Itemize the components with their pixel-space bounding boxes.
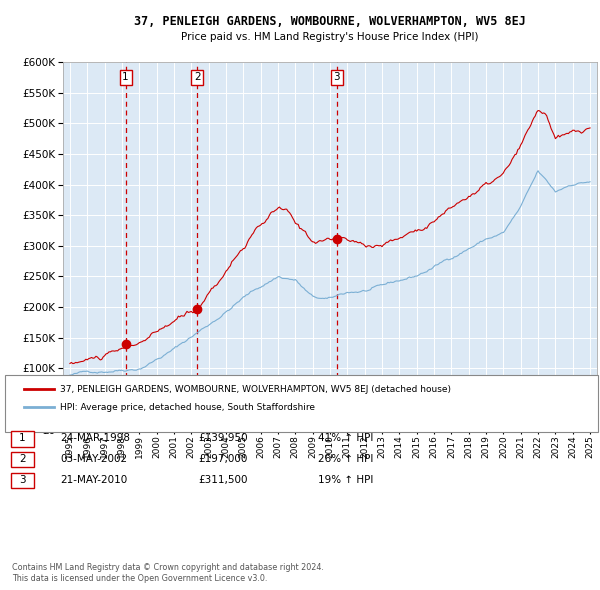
Text: 3: 3 [333,72,340,82]
Text: 19% ↑ HPI: 19% ↑ HPI [318,475,373,484]
Text: 03-MAY-2002: 03-MAY-2002 [60,454,127,464]
Text: This data is licensed under the Open Government Licence v3.0.: This data is licensed under the Open Gov… [12,573,268,583]
Text: 21-MAY-2010: 21-MAY-2010 [60,475,127,484]
Text: Contains HM Land Registry data © Crown copyright and database right 2024.: Contains HM Land Registry data © Crown c… [12,563,324,572]
Text: 2: 2 [19,454,26,464]
Text: Price paid vs. HM Land Registry's House Price Index (HPI): Price paid vs. HM Land Registry's House … [181,32,479,42]
Text: £197,000: £197,000 [198,454,247,464]
Text: £311,500: £311,500 [198,475,248,484]
Text: 41% ↑ HPI: 41% ↑ HPI [318,434,373,443]
Text: 1: 1 [19,434,26,443]
Text: £139,950: £139,950 [198,434,248,443]
Text: 37, PENLEIGH GARDENS, WOMBOURNE, WOLVERHAMPTON, WV5 8EJ: 37, PENLEIGH GARDENS, WOMBOURNE, WOLVERH… [134,15,526,28]
Text: 37, PENLEIGH GARDENS, WOMBOURNE, WOLVERHAMPTON, WV5 8EJ (detached house): 37, PENLEIGH GARDENS, WOMBOURNE, WOLVERH… [60,385,451,394]
Text: 26% ↑ HPI: 26% ↑ HPI [318,454,373,464]
Text: 1: 1 [122,72,129,82]
Text: HPI: Average price, detached house, South Staffordshire: HPI: Average price, detached house, Sout… [60,402,315,412]
Text: 3: 3 [19,475,26,484]
Text: 24-MAR-1998: 24-MAR-1998 [60,434,130,443]
Text: 2: 2 [194,72,200,82]
